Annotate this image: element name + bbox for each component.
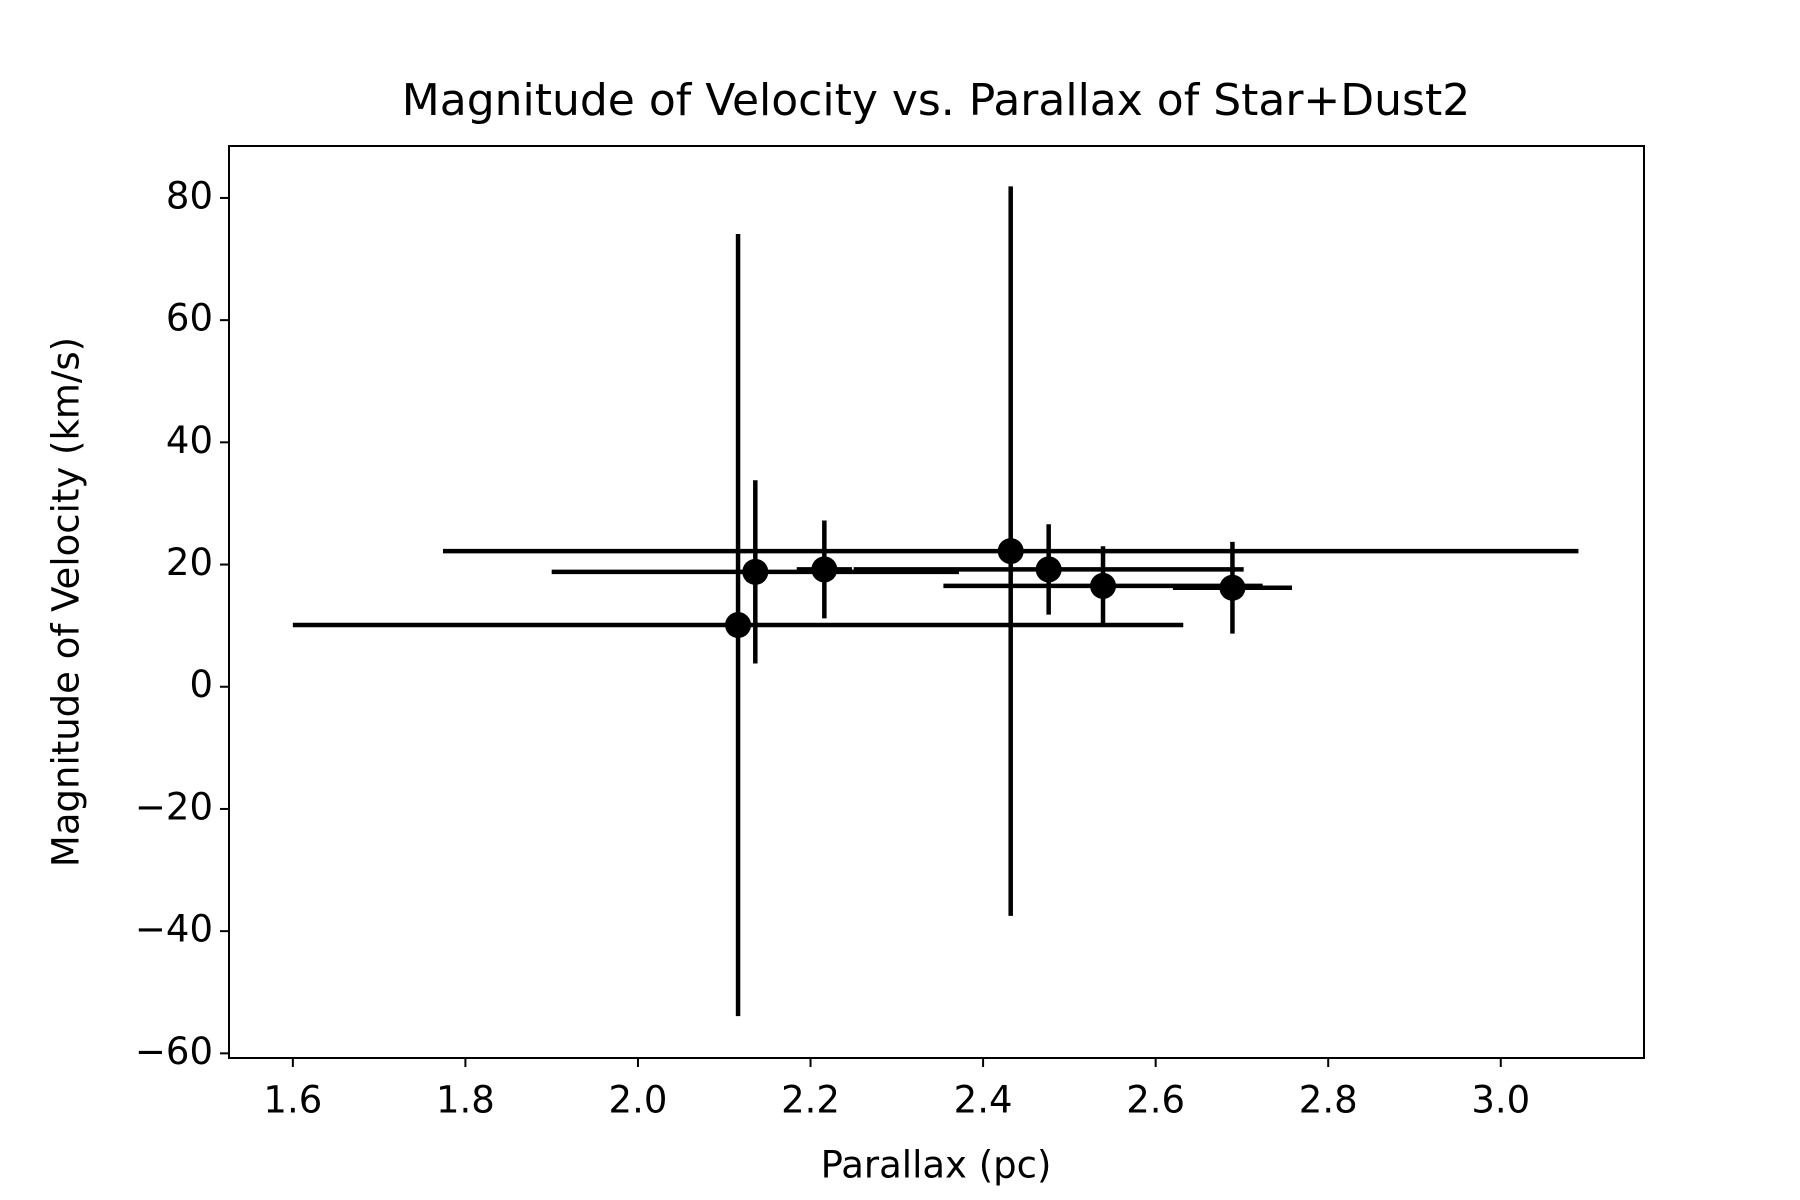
data-point [742,558,769,585]
data-point [1219,574,1246,601]
y-tick-label: −60 [135,1030,213,1073]
chart-title: Magnitude of Velocity vs. Parallax of St… [402,75,1470,126]
plot-frame [228,145,1645,1059]
data-point [725,612,752,639]
y-tick-label: 80 [166,174,213,217]
x-axis-label: Parallax (pc) [821,1144,1052,1187]
x-tick-label: 1.8 [436,1079,495,1122]
x-tick-label: 1.6 [263,1079,322,1122]
y-tick-label: 0 [189,663,213,706]
x-tick-label: 2.4 [954,1079,1013,1122]
x-tick-label: 2.0 [609,1079,668,1122]
y-tick-label: 20 [166,541,213,584]
y-tick-label: −40 [135,908,213,951]
y-tick-label: 40 [166,419,213,462]
data-point [1035,556,1062,583]
data-point [1090,572,1117,599]
y-tick-label: 60 [166,297,213,340]
x-tick-label: 2.2 [781,1079,840,1122]
data-point [811,556,838,583]
x-tick-label: 2.8 [1299,1079,1358,1122]
x-tick-label: 2.6 [1126,1079,1185,1122]
data-point [997,538,1024,565]
x-tick-label: 3.0 [1471,1079,1530,1122]
y-tick-label: −20 [135,785,213,828]
y-axis-label: Magnitude of Velocity (km/s) [45,337,88,867]
